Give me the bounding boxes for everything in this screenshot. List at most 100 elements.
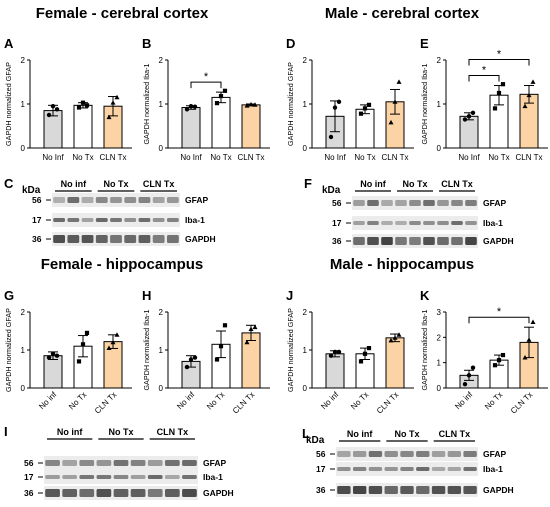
y-tick-label: 1 xyxy=(21,346,26,355)
blot-band xyxy=(423,200,435,206)
significance-label: * xyxy=(204,71,209,83)
data-point xyxy=(522,355,528,360)
bar xyxy=(355,108,375,149)
blot-band xyxy=(395,200,407,206)
panel-letter: H xyxy=(142,288,151,303)
blot-band xyxy=(182,475,197,479)
blot-band xyxy=(138,197,151,203)
blot-band xyxy=(152,235,165,243)
y-axis-label: GAPDH normalized Iba-1 xyxy=(142,63,151,144)
blot-band xyxy=(367,237,379,245)
molecular-weight-marker: 56 xyxy=(316,449,326,459)
data-point xyxy=(522,103,528,109)
x-tick-label: CLN Tx xyxy=(509,390,534,415)
data-point xyxy=(50,351,56,356)
blot-band xyxy=(164,460,180,466)
y-axis-label: GAPDH normalized GFAP xyxy=(286,62,295,146)
blot-band xyxy=(147,460,163,466)
molecular-weight-marker: 17 xyxy=(32,215,42,225)
y-tick-label: 1 xyxy=(303,346,308,355)
blot-panel-i: I No inf No Tx CLN Tx 56 GFAP 17 Iba-1 36 GAPDH xyxy=(4,424,234,500)
molecular-weight-marker: 56 xyxy=(332,198,342,208)
blot-band xyxy=(447,467,462,471)
blot-band xyxy=(110,218,122,222)
blot-band xyxy=(182,489,197,497)
data-point xyxy=(80,342,86,347)
data-point xyxy=(462,382,468,387)
blot-band xyxy=(130,489,146,497)
blot-band xyxy=(337,467,351,471)
blot-band xyxy=(416,467,430,471)
panel-letter: F xyxy=(304,176,312,191)
blot-band xyxy=(352,486,367,494)
data-point xyxy=(328,134,334,140)
data-point xyxy=(500,82,506,87)
y-tick-label: 0 xyxy=(21,144,26,153)
panel-letter: L xyxy=(302,426,310,441)
data-point xyxy=(84,330,90,335)
data-point xyxy=(396,79,402,84)
blot-band xyxy=(400,467,414,471)
panel-letter: J xyxy=(286,288,293,303)
y-tick-label: 0 xyxy=(159,384,164,393)
blot-band xyxy=(124,218,137,222)
data-point xyxy=(336,99,342,105)
blot-band xyxy=(381,221,393,225)
blot-band xyxy=(45,489,60,497)
blot-band xyxy=(437,221,449,225)
data-point xyxy=(80,100,86,105)
blot-band xyxy=(113,475,129,479)
data-point xyxy=(496,90,502,96)
protein-label: Iba-1 xyxy=(483,464,503,474)
blot-band xyxy=(138,235,151,243)
molecular-weight-marker: 36 xyxy=(316,485,326,495)
data-point xyxy=(248,326,254,331)
blot-band xyxy=(368,486,383,494)
y-axis-label: GAPDH normalized GFAP xyxy=(4,62,13,146)
kda-label: kDa xyxy=(22,185,41,196)
y-axis-label: GAPDH normalized Iba-1 xyxy=(420,309,429,390)
protein-label: GFAP xyxy=(185,195,208,205)
data-point xyxy=(188,104,194,109)
blot-band xyxy=(447,486,462,494)
blot-band xyxy=(465,237,477,245)
chart-panel-j: J 0 1 2 GAPDH normalized GFAP No inf No Tx CLN … xyxy=(286,288,414,415)
data-point xyxy=(392,99,398,104)
chart-panel-d: D 0 1 2 GAPDH normalized GFAP No Inf No Tx CLN … xyxy=(286,36,414,162)
blot-band xyxy=(79,460,95,466)
blot-band xyxy=(416,451,430,457)
blot-band xyxy=(437,237,449,245)
data-point xyxy=(332,105,338,110)
blot-band xyxy=(182,460,197,466)
blot-band xyxy=(367,200,379,206)
blot-band xyxy=(337,451,351,457)
data-point xyxy=(106,114,112,120)
blot-band xyxy=(95,197,108,203)
x-tick-label: No Inf xyxy=(324,153,346,162)
molecular-weight-marker: 17 xyxy=(332,218,342,228)
data-point xyxy=(466,114,472,119)
y-tick-label: 2 xyxy=(303,56,308,65)
blot-band xyxy=(416,486,430,494)
blot-band xyxy=(164,489,180,497)
y-tick-label: 0 xyxy=(21,384,26,393)
blot-group-label: No inf xyxy=(360,179,386,189)
molecular-weight-marker: 36 xyxy=(32,234,42,244)
chart-panel-g: G 0 1 2 GAPDH normalized GFAP No inf No Tx CLN … xyxy=(4,288,132,415)
y-tick-label: 0 xyxy=(303,384,308,393)
blot-band xyxy=(465,221,477,225)
x-tick-label: No inf xyxy=(453,390,475,412)
data-point xyxy=(462,117,468,122)
blot-band xyxy=(437,200,449,206)
molecular-weight-marker: 56 xyxy=(32,195,42,205)
data-point xyxy=(336,349,342,355)
x-tick-label: CLN Tx xyxy=(516,153,543,162)
protein-label: Iba-1 xyxy=(483,218,503,228)
blot-band xyxy=(130,475,146,479)
data-point xyxy=(470,365,476,370)
blot-band xyxy=(110,235,122,243)
data-point xyxy=(244,339,250,345)
data-point xyxy=(252,324,258,330)
